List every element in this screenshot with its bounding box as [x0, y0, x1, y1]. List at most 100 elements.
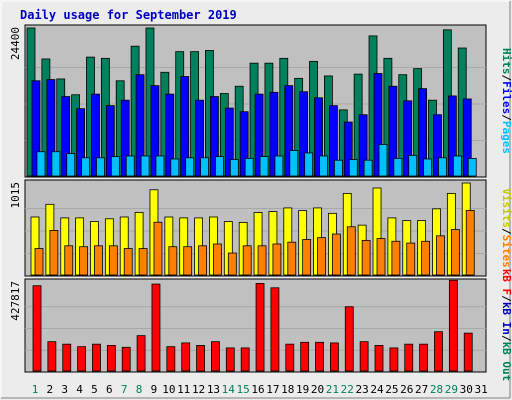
- bar-sites: [213, 243, 222, 276]
- bar-sites: [49, 229, 59, 276]
- legend-pages: Pages: [500, 121, 512, 154]
- x-tick-label: 10: [162, 383, 175, 396]
- bar-pages: [170, 158, 180, 177]
- legend-kbout: kB Out: [500, 342, 512, 382]
- bar-sites: [436, 235, 445, 276]
- bar-sites: [272, 243, 282, 276]
- legend-label: Visits/Sites: [500, 188, 512, 268]
- bar-pages: [51, 151, 61, 177]
- bar-kb-in: [374, 345, 384, 372]
- bar-sites: [376, 238, 386, 276]
- x-tick-label: 22: [341, 383, 354, 396]
- bar-sites: [64, 245, 74, 276]
- bar-sites: [242, 245, 252, 276]
- x-tick-label: 29: [445, 383, 458, 396]
- bar-files: [433, 114, 442, 177]
- bar-files: [61, 96, 71, 177]
- bar-kb-in: [300, 341, 310, 372]
- bar-pages: [215, 156, 224, 177]
- legend-sep: /: [500, 295, 512, 302]
- x-tick-label: 25: [385, 383, 398, 396]
- bar-files: [150, 85, 160, 177]
- x-tick-label: 5: [91, 383, 98, 396]
- bar-pages: [289, 150, 299, 177]
- legend-files: Files: [500, 81, 512, 114]
- bar-pages: [333, 159, 343, 177]
- bar-sites: [421, 240, 431, 276]
- bar-kb-in: [151, 283, 161, 372]
- x-tick-label: 15: [237, 383, 250, 396]
- x-tick-label: 16: [251, 383, 264, 396]
- bar-files: [388, 85, 398, 177]
- legend-label: Hits/Files/Pages: [500, 48, 512, 154]
- bar-pages: [244, 158, 254, 177]
- bar-sites: [79, 246, 89, 276]
- bar-files: [254, 93, 264, 177]
- bar-kb-in: [404, 343, 414, 372]
- bar-kb-in: [315, 341, 324, 372]
- bar-sites: [168, 246, 178, 276]
- bar-files: [31, 80, 41, 177]
- bar-kb-in: [329, 342, 339, 372]
- bar-pages: [452, 155, 462, 177]
- bar-kb-in: [359, 341, 369, 372]
- x-tick-label: 7: [121, 383, 128, 396]
- bar-kb-in: [225, 347, 235, 372]
- y-max-label: 1015: [9, 182, 22, 209]
- bar-files: [328, 105, 338, 177]
- bar-files: [462, 98, 472, 177]
- bar-kb-in: [92, 343, 101, 372]
- x-tick-label: 8: [136, 383, 143, 396]
- legend-label: kB F/kB In/kB Out: [500, 269, 512, 382]
- x-tick-label: 20: [311, 383, 324, 396]
- bar-sites: [287, 241, 297, 276]
- bar-pages: [423, 158, 433, 177]
- bar-pages: [393, 158, 403, 177]
- bar-kb-in: [255, 283, 265, 372]
- bar-sites: [465, 210, 475, 276]
- bar-sites: [34, 248, 44, 276]
- bar-files: [269, 91, 279, 177]
- bar-files: [91, 93, 100, 177]
- bar-sites: [227, 252, 237, 276]
- x-tick-label: 12: [192, 383, 205, 396]
- bar-kb-in: [136, 335, 146, 372]
- bar-files: [210, 96, 219, 177]
- bar-sites: [108, 245, 118, 276]
- x-tick-label: 21: [326, 383, 339, 396]
- bar-files: [76, 108, 86, 177]
- bar-kb-in: [434, 331, 443, 372]
- bar-files: [418, 88, 428, 177]
- bar-sites: [94, 245, 103, 276]
- bar-kb-in: [121, 346, 131, 372]
- bar-kb-in: [47, 341, 57, 372]
- bar-pages: [81, 157, 91, 177]
- bar-files: [403, 100, 413, 177]
- legend-sep: /: [500, 114, 512, 121]
- bar-kb-in: [77, 346, 87, 372]
- bar-kb-in: [211, 341, 220, 372]
- bar-sites: [123, 248, 133, 276]
- bar-sites: [257, 245, 267, 276]
- legend-kbf: kB F: [500, 269, 512, 296]
- bar-pages: [348, 159, 358, 177]
- bar-sites: [450, 229, 460, 276]
- bar-files: [195, 99, 204, 177]
- bar-sites: [361, 239, 371, 276]
- x-tick-label: 19: [296, 383, 309, 396]
- bar-kb-in: [240, 347, 250, 372]
- x-tick-label: 28: [430, 383, 443, 396]
- bar-files: [105, 105, 115, 177]
- bar-sites: [346, 226, 356, 276]
- bar-files: [373, 73, 383, 177]
- bar-pages: [274, 155, 284, 177]
- chart-title: Daily usage for September 2019: [20, 8, 237, 22]
- bar-kb-in: [106, 345, 116, 372]
- bar-files: [284, 85, 294, 177]
- bar-kb-in: [463, 332, 473, 372]
- legend-sep: /: [500, 228, 512, 235]
- bar-kb-in: [196, 345, 205, 372]
- bar-files: [358, 114, 368, 177]
